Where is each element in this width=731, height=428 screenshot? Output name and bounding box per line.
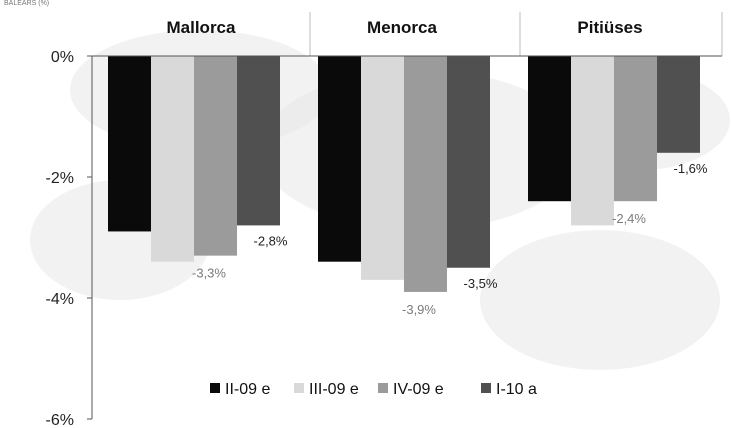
- bar-piti-ses-iii-09-e: [571, 56, 614, 226]
- legend-swatch: [481, 383, 491, 393]
- bar-piti-ses-i-10-a: [657, 56, 700, 153]
- legend-entry: I-10 a: [496, 381, 537, 398]
- bar-menorca-iii-09-e: [361, 56, 404, 280]
- y-tick-label: -6%: [46, 412, 74, 428]
- bar-mallorca-iv-09-e: [194, 56, 237, 256]
- legend-entry: II-09 e: [225, 381, 270, 398]
- y-tick-label: -2%: [46, 170, 74, 187]
- corner-note: BALEARS (%): [4, 0, 50, 7]
- category-label: Pitiüses: [577, 18, 642, 37]
- legend-swatch: [210, 383, 220, 393]
- data-label: -2,8%: [254, 233, 288, 248]
- category-label: Mallorca: [167, 18, 237, 37]
- bar-mallorca-i-10-a: [237, 56, 280, 226]
- y-tick-label: 0%: [51, 49, 74, 66]
- bar-piti-ses-iv-09-e: [614, 56, 657, 202]
- legend-swatch: [378, 383, 388, 393]
- legend-swatch: [294, 383, 304, 393]
- data-label: -3,9%: [402, 302, 436, 317]
- bar-piti-ses-ii-09-e: [528, 56, 571, 202]
- category-labels: Mallorca Menorca Pitiüses: [167, 18, 643, 37]
- bar-menorca-i-10-a: [447, 56, 490, 268]
- legend-entry: IV-09 e: [393, 381, 444, 398]
- category-label: Menorca: [367, 18, 437, 37]
- data-label: -1,6%: [674, 161, 708, 176]
- y-axis: 0% -2% -4% -6%: [46, 49, 722, 428]
- data-label: -2,4%: [612, 211, 646, 226]
- data-label: -3,3%: [192, 266, 226, 281]
- data-labels: -3,3% -2,8% -3,9% -3,5% -2,4% -1,6%: [192, 161, 708, 317]
- background-texture: [480, 230, 720, 370]
- bar-menorca-iv-09-e: [404, 56, 447, 292]
- legend: II-09 e III-09 e IV-09 e I-10 a: [210, 381, 537, 398]
- bars: [108, 56, 700, 292]
- bar-mallorca-ii-09-e: [108, 56, 151, 232]
- bar-menorca-ii-09-e: [318, 56, 361, 262]
- bar-mallorca-iii-09-e: [151, 56, 194, 262]
- y-tick-label: -4%: [46, 291, 74, 308]
- data-label: -3,5%: [464, 276, 498, 291]
- legend-entry: III-09 e: [309, 381, 359, 398]
- grid-lines: [309, 12, 723, 56]
